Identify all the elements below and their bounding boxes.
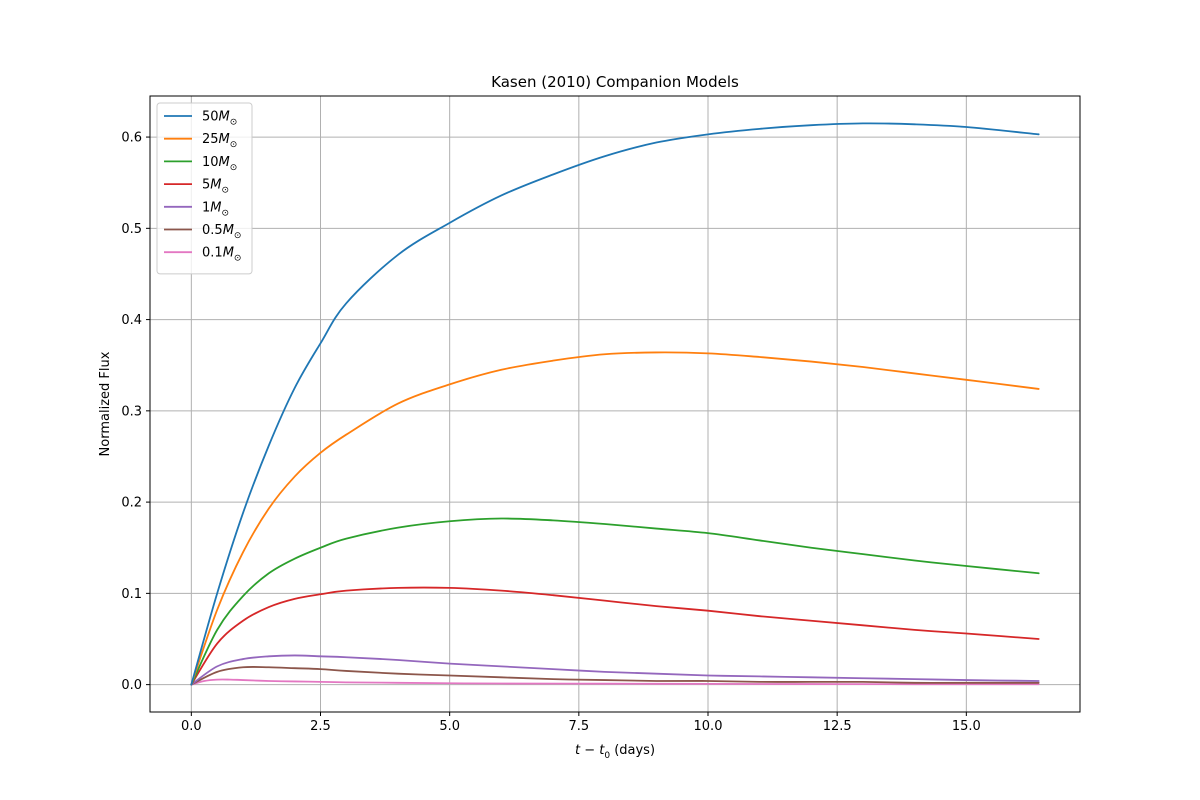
legend-label: 0.5M⊙ xyxy=(202,223,241,241)
legend-label: 1M⊙ xyxy=(202,200,229,218)
grid-lines xyxy=(150,96,1080,712)
legend-label-unit: M xyxy=(210,200,221,215)
legend-label-unit: M xyxy=(219,155,230,170)
x-tick-label: 12.5 xyxy=(823,719,852,734)
legend-label-value: 25 xyxy=(202,132,219,147)
legend-box xyxy=(156,102,253,275)
x-tick-label: 7.5 xyxy=(568,719,589,734)
legend-label-unit: M xyxy=(223,223,234,238)
series-line-0_1-msun xyxy=(190,678,1040,686)
legend-label-unit: M xyxy=(210,178,221,193)
legend-label-subscript: ⊙ xyxy=(222,186,230,196)
x-tick-label: 0.0 xyxy=(181,719,202,734)
legend-label-value: 10 xyxy=(202,155,219,170)
legend-label-subscript: ⊙ xyxy=(234,231,242,241)
legend-label-value: 0.5 xyxy=(202,223,223,238)
legend-label-unit: M xyxy=(219,110,230,125)
legend-label-value: 1 xyxy=(202,200,210,215)
legend-label-value: 5 xyxy=(202,178,210,193)
series-lines xyxy=(190,122,1040,686)
legend-label-unit: M xyxy=(219,132,230,147)
legend-label-subscript: ⊙ xyxy=(230,163,238,173)
y-tick-label: 0.3 xyxy=(121,404,142,419)
legend-label: 25M⊙ xyxy=(202,132,237,150)
legend-label: 50M⊙ xyxy=(202,110,237,128)
legend-label: 10M⊙ xyxy=(202,155,237,173)
y-tick-label: 0.6 xyxy=(121,131,142,146)
x-tick-label: 10.0 xyxy=(694,719,723,734)
plot-frame xyxy=(149,95,1081,713)
y-axis-label: Normalized Flux xyxy=(98,351,113,456)
legend: 50M⊙25M⊙10M⊙5M⊙1M⊙0.5M⊙0.1M⊙ xyxy=(156,102,253,275)
x-tick-label: 5.0 xyxy=(439,719,460,734)
x-tick-label: 15.0 xyxy=(952,719,981,734)
legend-label-subscript: ⊙ xyxy=(234,254,242,264)
x-tick-label: 2.5 xyxy=(310,719,331,734)
series-line-25-msun xyxy=(190,351,1040,686)
legend-label: 0.1M⊙ xyxy=(202,246,241,264)
series-line-5-msun xyxy=(190,586,1040,686)
y-tick-label: 0.1 xyxy=(121,587,142,602)
chart-title: Kasen (2010) Companion Models xyxy=(491,73,739,91)
x-axis-label: t − t0 (days) xyxy=(575,743,655,761)
y-tick-label: 0.4 xyxy=(121,313,142,328)
series-line-10-msun xyxy=(190,517,1040,686)
y-tick-label: 0.2 xyxy=(121,496,142,511)
x-axis-label-unit: (days) xyxy=(610,743,655,758)
legend-label-subscript: ⊙ xyxy=(230,118,238,128)
legend-label: 5M⊙ xyxy=(202,178,229,196)
legend-label-subscript: ⊙ xyxy=(222,208,230,218)
x-axis-label-main: t − t xyxy=(575,743,605,758)
series-line-50-msun xyxy=(190,122,1040,686)
series-line-1-msun xyxy=(190,654,1040,686)
legend-label-unit: M xyxy=(223,246,234,261)
legend-label-subscript: ⊙ xyxy=(230,140,238,150)
axis-ticks: 0.0 2.5 5.0 7.5 10.0 12.5 15.0 0.0 0.1 0.2 0.3 0.4 0… xyxy=(121,131,980,734)
legend-label-value: 50 xyxy=(202,110,219,125)
series-line-0_5-msun xyxy=(190,666,1040,686)
x-axis-label-subscript: 0 xyxy=(604,751,610,761)
legend-label-value: 0.1 xyxy=(202,246,223,261)
y-tick-label: 0.0 xyxy=(121,678,142,693)
y-tick-label: 0.5 xyxy=(121,222,142,237)
